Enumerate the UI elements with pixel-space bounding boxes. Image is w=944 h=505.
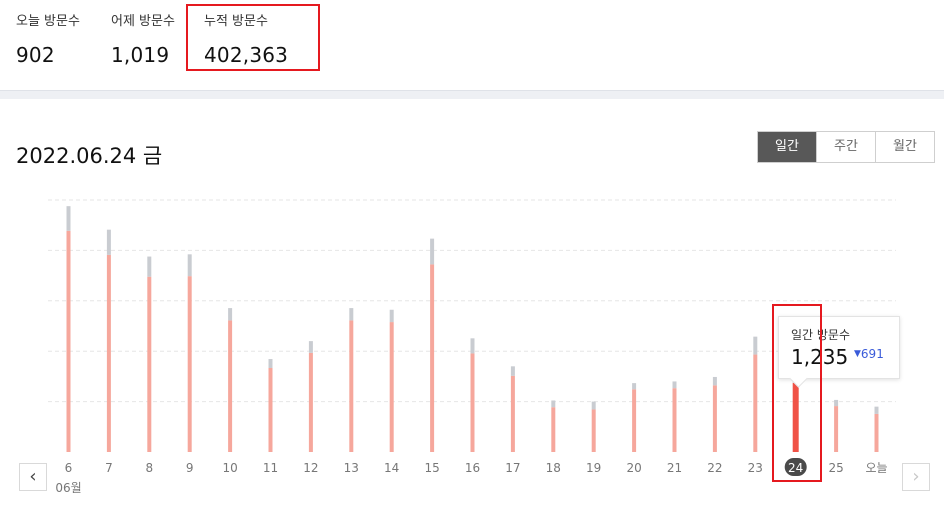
x-tick-label: 6	[65, 461, 73, 475]
bar	[349, 320, 354, 452]
bar-cap	[672, 381, 677, 389]
x-tick-label: 12	[303, 461, 318, 475]
daily-visits-chart: 6 7 8 9 10 11 12 13 14 15 16 17 18 19 20 21 22 23 24 25 오늘 06…	[48, 199, 896, 495]
x-tick-label: 13	[344, 461, 359, 475]
x-tick-label: 8	[145, 461, 153, 475]
bar-cap	[753, 336, 758, 355]
bar	[792, 382, 799, 452]
bar	[187, 276, 192, 452]
x-tick-label: 24	[788, 461, 803, 475]
today-visits: 오늘 방문수 902	[16, 10, 80, 67]
total-visits-value: 402,363	[204, 43, 289, 67]
bar	[874, 413, 879, 452]
bar	[147, 276, 152, 452]
x-tick-label: 22	[707, 461, 722, 475]
bar	[228, 320, 233, 452]
prev-period-button[interactable]: ‹	[19, 463, 47, 491]
x-tick-label: 23	[748, 461, 763, 475]
triangle-down-icon: ▼	[854, 349, 861, 359]
yesterday-visits-value: 1,019	[111, 43, 170, 67]
x-tick-label: 10	[222, 461, 237, 475]
x-tick-label: 25	[828, 461, 843, 475]
bar-cap	[632, 383, 637, 390]
bar	[712, 385, 717, 452]
yesterday-visits: 어제 방문수 1,019	[111, 10, 175, 67]
bar-cap	[712, 376, 717, 386]
selected-day-pill	[784, 458, 807, 476]
bar-cap	[430, 238, 435, 265]
x-tick-label: 15	[424, 461, 439, 475]
today-visits-label: 오늘 방문수	[16, 14, 80, 29]
tooltip-delta: ▼691	[854, 347, 884, 361]
total-visits-highlight-box	[186, 4, 320, 71]
bar	[591, 409, 596, 452]
bar-cap	[349, 308, 354, 321]
bar-cap	[187, 254, 192, 277]
x-tick-label: 14	[384, 461, 399, 475]
bar	[308, 352, 313, 452]
tab-weekly[interactable]: 주간	[816, 132, 875, 162]
x-tick-label: 7	[105, 461, 113, 475]
bar-cap	[551, 400, 556, 408]
tooltip-delta-value: 691	[860, 347, 884, 361]
today-visits-value: 902	[16, 43, 55, 67]
total-visits: 누적 방문수 402,363	[204, 10, 288, 67]
x-tick-label: 18	[546, 461, 561, 475]
bar	[268, 368, 273, 452]
x-tick-label: 오늘	[865, 461, 887, 475]
chevron-left-icon: ‹	[29, 466, 37, 487]
x-tick-label: 16	[465, 461, 480, 475]
x-tick-label: 19	[586, 461, 601, 475]
selected-day-highlight-box	[772, 304, 822, 482]
date-title: 2022.06.24 금	[16, 144, 163, 168]
chevron-right-icon: ›	[912, 466, 920, 487]
x-tick-label: 11	[263, 461, 278, 475]
bar	[834, 406, 839, 452]
bar	[66, 230, 71, 452]
bar-cap	[268, 359, 273, 368]
x-tick-label: 20	[626, 461, 641, 475]
bar-cap	[308, 341, 313, 353]
tooltip: 일간 방문수 1,235 ▼691	[778, 316, 900, 388]
x-tick-label: 21	[667, 461, 682, 475]
bar-cap	[106, 229, 111, 255]
tab-monthly[interactable]: 월간	[875, 132, 934, 162]
bar	[106, 254, 111, 452]
bar-cap	[874, 406, 879, 414]
bar-cap	[147, 256, 152, 277]
bar	[551, 407, 556, 452]
x-tick-label: 17	[505, 461, 520, 475]
yesterday-visits-label: 어제 방문수	[111, 14, 175, 29]
next-period-button[interactable]: ›	[902, 463, 930, 491]
month-label: 06월	[55, 481, 81, 495]
bar	[470, 353, 475, 452]
bar-cap	[591, 401, 596, 410]
x-tick-label: 9	[186, 461, 194, 475]
total-visits-label: 누적 방문수	[204, 14, 268, 29]
bar-cap	[228, 308, 233, 321]
bar	[753, 354, 758, 452]
bar	[510, 375, 515, 452]
bar-cap	[66, 206, 71, 231]
tooltip-value: 1,235	[791, 345, 849, 369]
period-toggle: 일간 주간 월간	[757, 131, 935, 163]
bar	[430, 264, 435, 452]
bar-cap	[834, 399, 839, 407]
bar-cap	[510, 366, 515, 376]
section-divider	[0, 90, 944, 99]
bar-cap	[470, 338, 475, 354]
bar	[632, 389, 637, 452]
visit-stats: 오늘 방문수 902 어제 방문수 1,019 누적 방문수 402,363	[0, 0, 944, 90]
bar	[672, 388, 677, 452]
bar	[389, 322, 394, 452]
bar-cap	[389, 309, 394, 323]
tab-daily[interactable]: 일간	[758, 132, 816, 162]
